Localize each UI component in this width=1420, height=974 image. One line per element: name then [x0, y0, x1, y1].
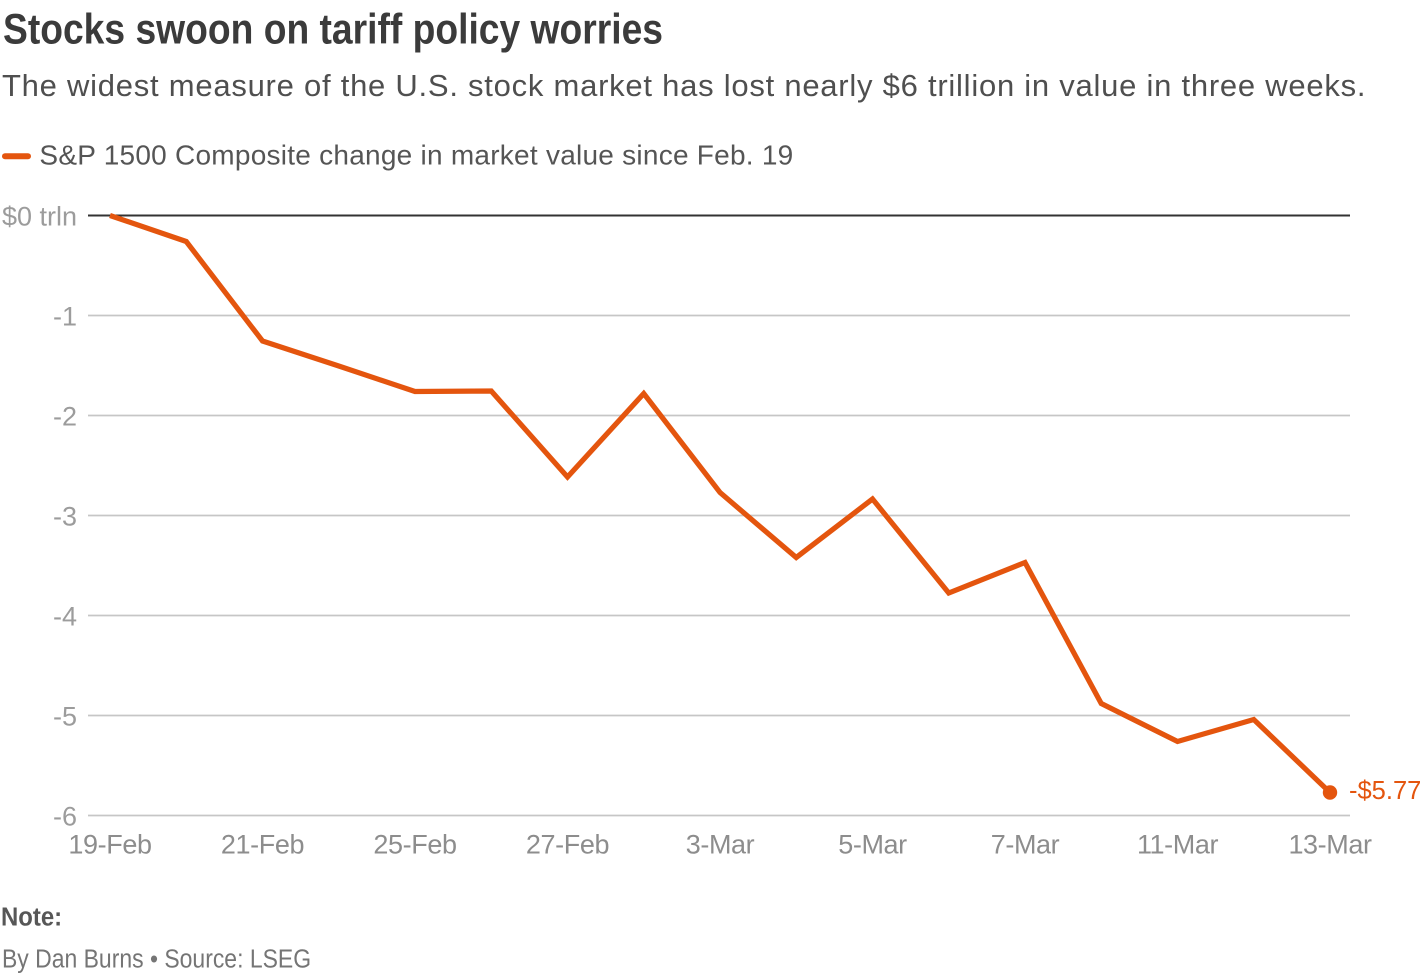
svg-text:By Dan Burns • Source: LSEG: By Dan Burns • Source: LSEG — [2, 945, 311, 974]
svg-text:-6: -6 — [53, 801, 77, 831]
svg-text:19-Feb: 19-Feb — [68, 830, 151, 860]
svg-text:-2: -2 — [53, 401, 77, 431]
svg-text:$0 trln: $0 trln — [2, 201, 77, 231]
svg-text:5-Mar: 5-Mar — [838, 830, 907, 860]
svg-text:27-Feb: 27-Feb — [526, 830, 609, 860]
svg-text:3-Mar: 3-Mar — [686, 830, 755, 860]
svg-text:7-Mar: 7-Mar — [991, 830, 1060, 860]
svg-text:Stocks swoon on tariff policy: Stocks swoon on tariff policy worries — [3, 5, 663, 53]
svg-text:The widest measure of the U.S.: The widest measure of the U.S. stock mar… — [2, 68, 1366, 103]
svg-text:-3: -3 — [53, 501, 77, 531]
svg-text:-$5.77: -$5.77 — [1349, 777, 1420, 805]
svg-text:S&P 1500 Composite change in m: S&P 1500 Composite change in market valu… — [39, 140, 793, 171]
svg-text:13-Mar: 13-Mar — [1288, 830, 1372, 860]
svg-text:25-Feb: 25-Feb — [373, 830, 456, 860]
svg-text:Note:: Note: — [1, 903, 62, 932]
svg-text:-4: -4 — [53, 601, 77, 631]
svg-text:-1: -1 — [53, 301, 77, 331]
svg-text:-5: -5 — [53, 701, 77, 731]
svg-text:21-Feb: 21-Feb — [221, 830, 304, 860]
svg-text:11-Mar: 11-Mar — [1137, 830, 1219, 860]
